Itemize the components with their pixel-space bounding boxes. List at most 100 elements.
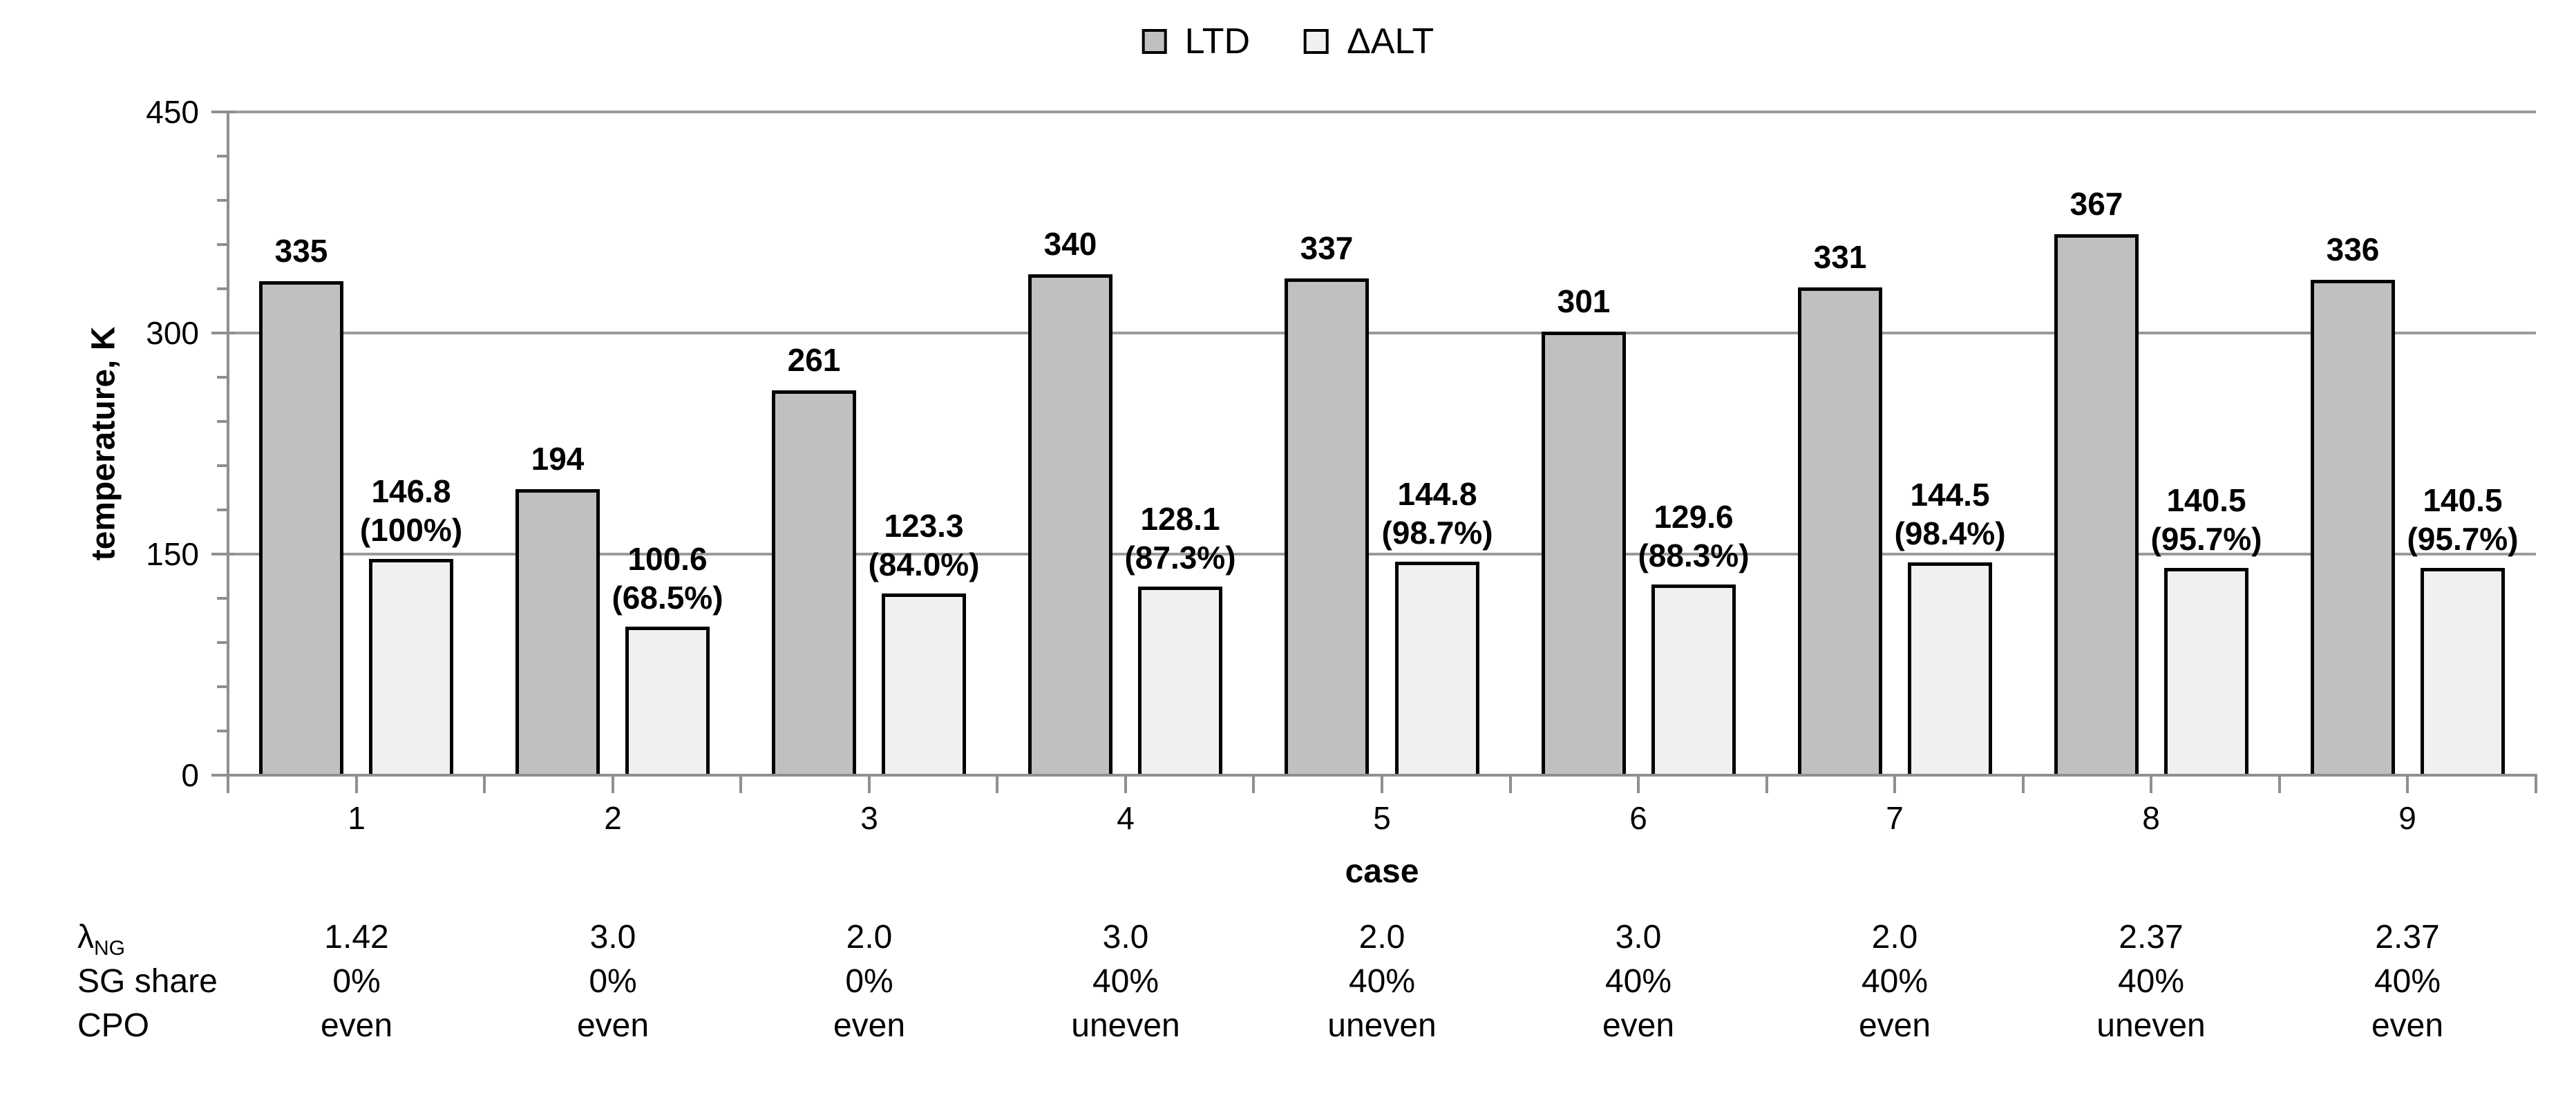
ltd-bar [1542,332,1626,775]
x-tick [612,775,614,793]
ltd-bar [515,489,600,775]
dalt-bar [1395,562,1479,775]
y-major-tick [211,332,235,334]
dalt-value-line: 140.5 [2423,482,2503,518]
y-major-tick [211,774,235,777]
ltd-bar [1285,278,1369,775]
y-minor-tick [217,420,227,423]
dalt-percent-line: (98.4%) [1894,515,2006,551]
x-tick [1252,775,1255,793]
ltd-bar-value-label: 367 [2070,186,2123,222]
ltd-bar [1028,274,1112,775]
dalt-bar-value-label: 128.1 (87.3%) [1070,500,1291,577]
x-category-label: 8 [2142,800,2160,836]
table-cell: 2.37 [2119,919,2184,956]
legend: LTD ΔALT [1142,21,1434,62]
dalt-percent-line: (100%) [359,512,463,548]
y-gridline [228,111,2536,113]
dalt-bar [2421,568,2505,775]
dalt-value-line: 128.1 [1140,501,1220,537]
table-row-label: CPO [77,1006,149,1046]
dalt-percent-line: (68.5%) [612,580,723,616]
x-tick [355,775,358,793]
x-tick [1893,775,1896,793]
ltd-bar-value-label: 336 [2326,231,2380,267]
table-cell: 40% [1092,963,1159,1000]
table-cell: 40% [2374,963,2441,1000]
table-cell: even [1602,1007,1675,1044]
x-tick [1637,775,1640,793]
dalt-bar [882,593,966,775]
y-minor-tick [217,376,227,379]
ltd-bar [2311,280,2395,775]
x-axis-title: case [1345,853,1419,890]
table-row-label-subscript: NG [94,937,125,960]
x-tick [739,775,742,793]
ltd-bar-value-label: 194 [531,441,585,477]
x-category-label: 3 [860,800,878,836]
y-minor-tick [217,509,227,511]
dalt-value-line: 146.8 [371,473,451,509]
dalt-percent-line: (87.3%) [1124,540,1236,576]
table-cell: 40% [1604,963,1672,1000]
x-tick [1381,775,1383,793]
y-tick-label: 0 [181,757,199,793]
table-cell: 2.37 [2375,919,2440,956]
x-tick [2535,775,2537,793]
ltd-bar [2054,234,2139,775]
table-cell: 3.0 [589,919,636,956]
dalt-bar-value-label: 100.6 (68.5%) [557,540,778,617]
ltd-bar-value-label: 337 [1300,230,1354,266]
table-cell: 2.0 [1871,919,1918,956]
table-cell: even [1858,1007,1931,1044]
x-tick [996,775,998,793]
ltd-bar-value-label: 331 [1813,239,1867,275]
dalt-bar-value-label: 146.8 (100%) [301,472,522,549]
y-tick-label: 450 [146,94,199,130]
x-category-label: 1 [348,800,366,836]
x-tick [2150,775,2152,793]
table-cell: 40% [2117,963,2185,1000]
x-tick [1509,775,1512,793]
dalt-bar [369,559,453,775]
dalt-bar-value-label: 140.5 (95.7%) [2352,481,2573,558]
table-cell: even [833,1007,906,1044]
dalt-bar-value-label: 140.5 (95.7%) [2096,481,2317,558]
x-category-label: 7 [1886,800,1904,836]
table-cell: 3.0 [1615,919,1662,956]
legend-item-dalt: ΔALT [1304,21,1434,62]
x-category-label: 4 [1117,800,1135,836]
dalt-value-line: 140.5 [2166,482,2246,518]
x-tick [2278,775,2281,793]
x-category-label: 2 [604,800,622,836]
table-cell: uneven [2096,1007,2206,1044]
y-tick-label: 300 [146,315,199,351]
y-minor-tick [217,199,227,202]
table-row-label-text: SG share [77,963,218,1000]
table-cell: even [320,1007,393,1044]
table-cell: 2.0 [1358,919,1405,956]
x-tick [2022,775,2025,793]
table-cell: 0% [845,963,893,1000]
table-cell: even [576,1007,650,1044]
table-row-label-text: λ [77,919,94,956]
y-minor-tick [217,155,227,158]
y-minor-tick [217,685,227,688]
dalt-percent-line: (84.0%) [868,546,980,582]
ltd-bar [1798,287,1882,775]
dalt-bar [2164,568,2248,775]
y-minor-tick [217,464,227,467]
legend-item-ltd: LTD [1142,21,1250,62]
dalt-bar [625,627,710,775]
y-minor-tick [217,641,227,644]
y-gridline [228,553,2536,555]
x-tick [2406,775,2409,793]
table-cell: 40% [1348,963,1416,1000]
table-cell: 1.42 [324,919,389,956]
dalt-bar [1651,584,1736,775]
table-row-label: λNG [77,918,125,962]
ltd-swatch-icon [1142,29,1167,54]
dalt-value-line: 144.5 [1910,477,1990,513]
ltd-bar-value-label: 301 [1557,283,1611,319]
